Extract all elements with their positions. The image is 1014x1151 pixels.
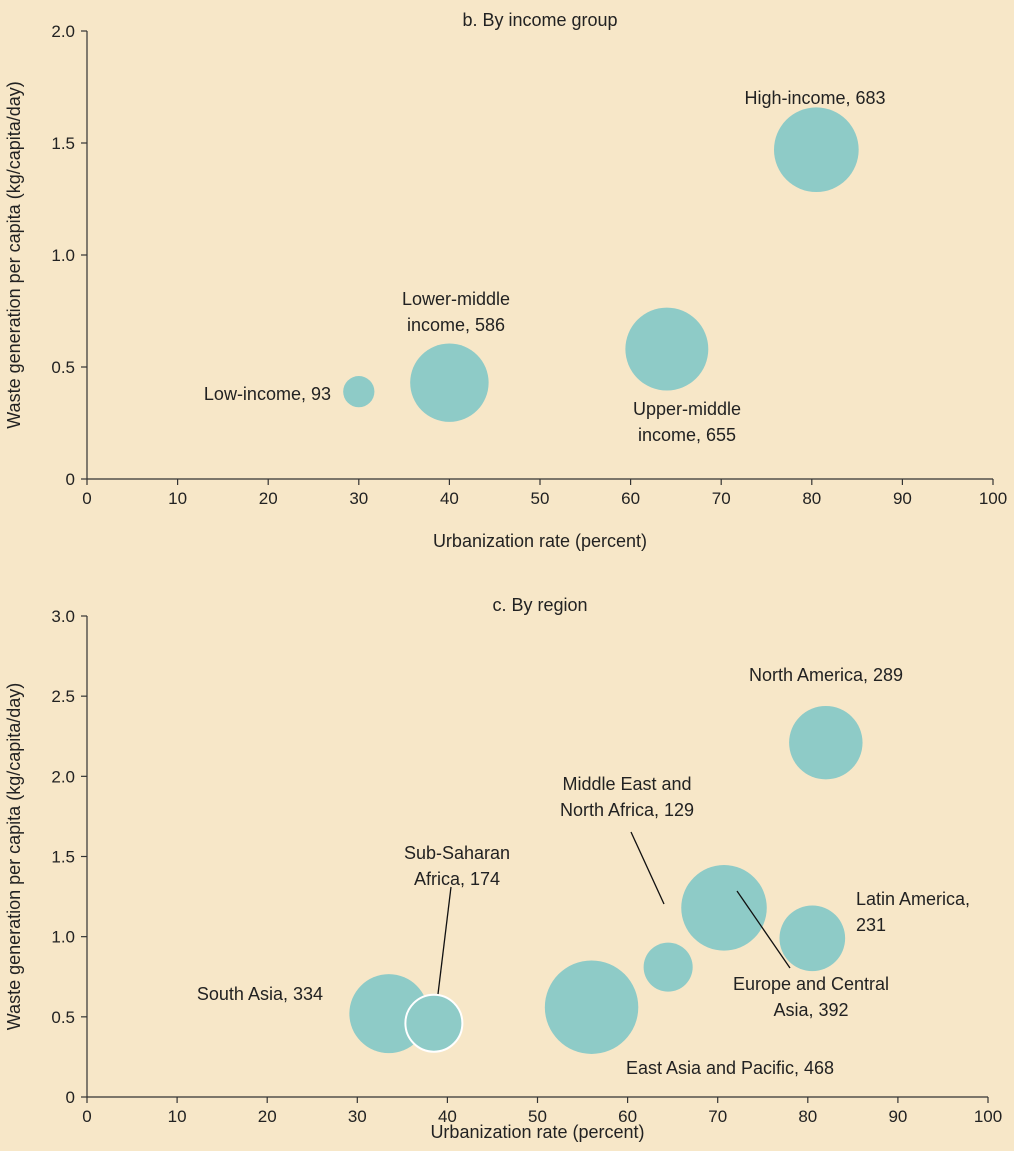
x-tick-label: 80 — [798, 1107, 817, 1126]
data-label: Sub-Saharan Africa, 174 — [404, 843, 510, 889]
data-label: Upper-middle income, 655 — [633, 399, 741, 445]
x-tick-label: 30 — [349, 489, 368, 508]
x-tick-label: 20 — [259, 489, 278, 508]
y-tick-label: 0.5 — [51, 1008, 75, 1027]
data-label: High-income, 683 — [744, 88, 885, 108]
data-bubble — [643, 942, 693, 992]
chart-panel-1: 0 10 20 30 40 50 60 70 80 90 100 0 0.5 1.0 1.5 2.0 b. By… — [4, 10, 1007, 551]
y-tick-label: 2.5 — [51, 687, 75, 706]
y-tick-label: 2.0 — [51, 22, 75, 41]
x-tick-label: 10 — [168, 489, 187, 508]
x-tick-label: 20 — [258, 1107, 277, 1126]
y-tick-label: 2.0 — [51, 767, 75, 786]
leader-line — [630, 831, 665, 905]
data-label: Middle East and North Africa, 129 — [560, 774, 694, 820]
data-label-line: 231 — [856, 915, 886, 935]
data-label: Lower-middle income, 586 — [402, 289, 510, 335]
data-label-line: Europe and Central — [733, 974, 889, 994]
chart-title: b. By income group — [462, 10, 617, 30]
y-axis-title: Waste generation per capita (kg/capita/d… — [4, 81, 24, 429]
y-axis-title: Waste generation per capita (kg/capita/d… — [4, 683, 24, 1031]
x-tick-label: 60 — [621, 489, 640, 508]
x-tick-label: 50 — [531, 489, 550, 508]
data-label: Latin America, 231 — [856, 889, 970, 935]
data-label: Low-income, 93 — [204, 384, 331, 404]
data-label: North America, 289 — [749, 665, 903, 685]
x-tick-label: 50 — [528, 1107, 547, 1126]
y-tick-label: 3.0 — [51, 607, 75, 626]
data-label-line: Asia, 392 — [773, 1000, 848, 1020]
data-label-line: Low-income, 93 — [204, 384, 331, 404]
data-bubble — [779, 905, 846, 972]
y-tick-label: 1.5 — [51, 134, 75, 153]
x-tick-label: 0 — [82, 489, 91, 508]
data-bubble — [681, 865, 767, 951]
x-tick-label: 90 — [893, 489, 912, 508]
data-bubble — [404, 993, 464, 1053]
data-label-line: Middle East and — [562, 774, 691, 794]
data-label-line: Lower-middle — [402, 289, 510, 309]
x-tick-label: 100 — [979, 489, 1007, 508]
data-label: South Asia, 334 — [197, 984, 323, 1004]
x-tick-label: 100 — [974, 1107, 1002, 1126]
x-tick-label: 90 — [888, 1107, 907, 1126]
data-label-line: North America, 289 — [749, 665, 903, 685]
data-bubble — [625, 307, 709, 391]
x-tick-label: 70 — [712, 489, 731, 508]
chart-panel-2: 0 10 20 30 40 50 60 70 80 90 100 0 0.5 1.0 1.5 2.0 2.5 3.… — [4, 595, 1002, 1142]
data-label-line: East Asia and Pacific, 468 — [626, 1058, 834, 1078]
x-axis-title: Urbanization rate (percent) — [430, 1122, 644, 1142]
data-label-line: South Asia, 334 — [197, 984, 323, 1004]
data-bubble — [410, 343, 489, 422]
x-axis-title: Urbanization rate (percent) — [433, 531, 647, 551]
x-tick-label: 40 — [438, 1107, 457, 1126]
data-label-line: Upper-middle — [633, 399, 741, 419]
data-label-line: Latin America, — [856, 889, 970, 909]
data-label: East Asia and Pacific, 468 — [626, 1058, 834, 1078]
y-tick-label: 1.0 — [51, 246, 75, 265]
x-tick-label: 60 — [618, 1107, 637, 1126]
data-bubble — [773, 107, 859, 193]
y-tick-label: 0 — [66, 1088, 75, 1107]
data-bubble — [789, 705, 863, 780]
y-tick-label: 1.5 — [51, 848, 75, 867]
y-tick-label: 0 — [66, 470, 75, 489]
data-bubble — [544, 960, 639, 1054]
x-tick-label: 70 — [708, 1107, 727, 1126]
data-label-line: High-income, 683 — [744, 88, 885, 108]
data-label-line: Sub-Saharan — [404, 843, 510, 863]
x-tick-label: 30 — [348, 1107, 367, 1126]
x-tick-label: 40 — [440, 489, 459, 508]
y-tick-label: 1.0 — [51, 928, 75, 947]
data-label-line: income, 586 — [407, 315, 505, 335]
leader-line — [437, 886, 452, 995]
leader-line — [736, 890, 791, 969]
data-label-line: income, 655 — [638, 425, 736, 445]
y-tick-label: 0.5 — [51, 358, 75, 377]
data-bubble — [343, 376, 375, 408]
x-tick-label: 10 — [168, 1107, 187, 1126]
data-label-line: North Africa, 129 — [560, 800, 694, 820]
chart-title: c. By region — [492, 595, 587, 615]
data-label: Europe and Central Asia, 392 — [733, 974, 889, 1020]
data-label-line: Africa, 174 — [414, 869, 500, 889]
x-tick-label: 0 — [82, 1107, 91, 1126]
x-tick-label: 80 — [802, 489, 821, 508]
